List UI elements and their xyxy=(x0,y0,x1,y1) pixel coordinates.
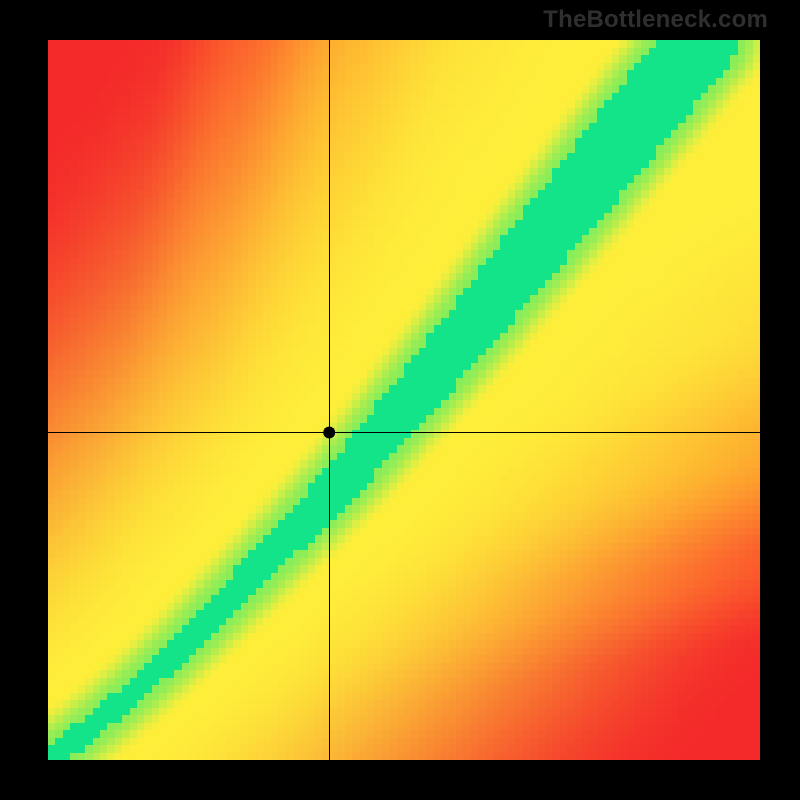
crosshair-overlay xyxy=(48,40,760,760)
watermark-text: TheBottleneck.com xyxy=(543,6,768,34)
chart-stage: { "canvas": { "width_px": 800, "height_p… xyxy=(0,0,800,800)
